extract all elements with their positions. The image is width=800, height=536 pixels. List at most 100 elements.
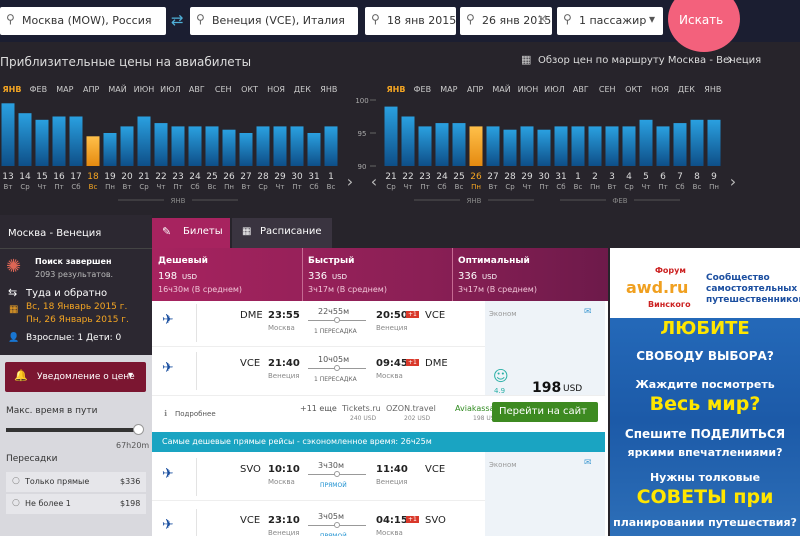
ad-line: ЛЮБИТЕ bbox=[660, 318, 750, 339]
price-calendar: ЯНВ ФЕВ МАР АПР МАЙ ИЮН ИЮЛ АВГ СЕН ОКТ НОЯ ДЕК ЯНВ 1… bbox=[1, 83, 736, 205]
stop-price: $336 bbox=[120, 477, 141, 486]
slider-knob[interactable] bbox=[133, 424, 144, 435]
y-tick-label: 95 bbox=[358, 130, 367, 138]
summary-label[interactable]: Оптимальный bbox=[458, 256, 530, 266]
dep-city: Венеция bbox=[268, 372, 300, 380]
month-label: АВГ bbox=[573, 85, 589, 94]
route-link[interactable]: Обзор цен по маршруту Москва - Венеция bbox=[538, 55, 762, 66]
arr-time: 11:40 bbox=[376, 464, 408, 475]
day-label: 4 bbox=[626, 172, 632, 182]
arr-code: DME bbox=[425, 358, 448, 369]
ad-line: планировании путешествия? bbox=[613, 516, 797, 529]
plus-day: +1 bbox=[406, 516, 419, 523]
weekday-label: Вс bbox=[327, 183, 336, 191]
price-bar bbox=[452, 123, 466, 166]
plus-day: +1 bbox=[406, 311, 419, 318]
month-label: НОЯ bbox=[651, 85, 669, 94]
summary-currency: USD bbox=[182, 273, 197, 281]
tab[interactable]: Билеты bbox=[183, 226, 223, 237]
search-button-text: Искать bbox=[679, 13, 724, 27]
stop-option[interactable] bbox=[6, 494, 146, 514]
input[interactable] bbox=[365, 7, 456, 35]
input[interactable] bbox=[557, 7, 663, 35]
input-text: 1 пассажир bbox=[579, 14, 647, 27]
dep-code: DME bbox=[240, 310, 263, 321]
stop-option[interactable] bbox=[6, 472, 146, 492]
dep-city: Москва bbox=[268, 478, 295, 486]
details[interactable]: Подробнее bbox=[175, 410, 216, 418]
weekday-label: Пн bbox=[224, 183, 234, 191]
month-label: ОКТ bbox=[625, 85, 642, 94]
month-label: ФЕВ bbox=[30, 85, 47, 94]
month-label: ЯНВ bbox=[320, 85, 337, 94]
agent-name[interactable]: Aviakassa bbox=[455, 404, 495, 413]
arr-city: Москва bbox=[376, 372, 403, 380]
summary-time: 3ч17м (В среднем) bbox=[458, 285, 537, 294]
radio: ○ bbox=[12, 498, 20, 508]
go-button[interactable] bbox=[492, 402, 598, 422]
plus-day: +1 bbox=[406, 359, 419, 366]
more[interactable]: +11 еще bbox=[300, 404, 337, 413]
offer-side bbox=[485, 301, 605, 395]
calendar-arrow[interactable]: › bbox=[347, 172, 353, 191]
stop-price: $198 bbox=[120, 499, 141, 508]
weekday-label: Чт bbox=[404, 183, 413, 191]
weekday-label: Чт bbox=[642, 183, 651, 191]
day-label: 1 bbox=[328, 172, 334, 182]
price-bar bbox=[622, 126, 636, 166]
day-label: 23 bbox=[172, 172, 183, 182]
ad-forum: Форум bbox=[655, 266, 686, 275]
tab[interactable] bbox=[232, 218, 332, 248]
row-divider bbox=[196, 304, 197, 342]
summary-band bbox=[152, 248, 608, 301]
max-time-value: 67h20m bbox=[116, 441, 150, 450]
input[interactable] bbox=[190, 7, 358, 35]
arr-city: Венеция bbox=[376, 324, 408, 332]
summary-time: 16ч30м (В среднем) bbox=[158, 285, 243, 294]
input[interactable] bbox=[0, 7, 166, 35]
input-text: 26 янв 2015 bbox=[482, 14, 552, 27]
day-label: 24 bbox=[436, 172, 448, 182]
calendar-arrow[interactable]: › bbox=[730, 172, 736, 191]
month-label: ЯНВ bbox=[387, 85, 406, 94]
input[interactable] bbox=[460, 7, 552, 35]
notify-button[interactable] bbox=[5, 362, 146, 392]
day-label: 29 bbox=[274, 172, 286, 182]
day-label: 6 bbox=[660, 172, 666, 182]
month-label: МАР bbox=[56, 85, 73, 94]
search-button[interactable] bbox=[668, 0, 740, 52]
agent-name[interactable]: Tickets.ru bbox=[342, 404, 381, 413]
summary-label[interactable]: Быстрый bbox=[308, 256, 355, 266]
price-bar bbox=[469, 126, 483, 166]
price-bar bbox=[324, 126, 338, 166]
stops-text: ПРЯМОЙ bbox=[320, 533, 347, 536]
day-label: 14 bbox=[19, 172, 31, 182]
price-bar bbox=[384, 106, 398, 166]
tab-active[interactable] bbox=[152, 218, 230, 248]
summary-label[interactable]: Дешевый bbox=[158, 256, 208, 266]
day-label: 29 bbox=[521, 172, 533, 182]
day-label: 23 bbox=[419, 172, 430, 182]
route-dot bbox=[334, 522, 340, 528]
day-label: 27 bbox=[240, 172, 251, 182]
dep-time: 23:55 bbox=[268, 310, 300, 321]
calendar-arrow[interactable]: ‹ bbox=[371, 172, 377, 191]
weekday-label: Чт bbox=[523, 183, 532, 191]
price-bar bbox=[401, 116, 415, 166]
month-label: АПР bbox=[467, 85, 483, 94]
duration: 3ч05м bbox=[318, 512, 345, 521]
month-label: ЯНВ bbox=[704, 85, 721, 94]
stops-text: 1 ПЕРЕСАДКА bbox=[314, 376, 357, 383]
day-label: 22 bbox=[402, 172, 413, 182]
tab-icon: ✎ bbox=[162, 225, 172, 238]
arr-time: 09:45 bbox=[376, 358, 408, 369]
route-dot bbox=[334, 365, 340, 371]
price-bar bbox=[639, 119, 653, 166]
month-label: МАЙ bbox=[108, 83, 126, 94]
tab[interactable]: Расписание bbox=[260, 226, 322, 237]
summary-price: 198 bbox=[158, 271, 178, 282]
agent-name[interactable]: OZON.travel bbox=[386, 404, 436, 413]
dep-city: Москва bbox=[268, 324, 295, 332]
weekday-label: Вс bbox=[574, 183, 583, 191]
period-label: ЯНВ bbox=[467, 197, 482, 205]
